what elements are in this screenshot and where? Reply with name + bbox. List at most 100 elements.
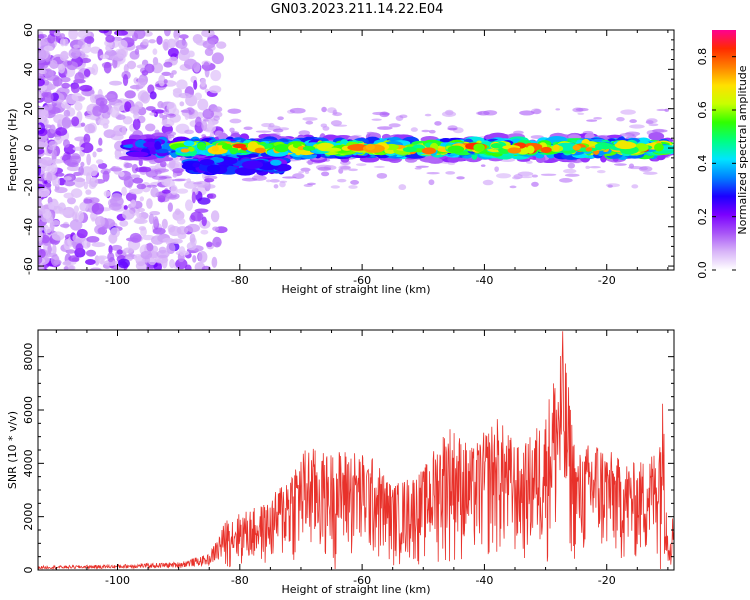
- band-blob: [183, 140, 195, 147]
- noise-blob: [72, 211, 78, 221]
- noise-blob: [115, 114, 126, 120]
- band-blob: [614, 141, 637, 150]
- noise-blob: [172, 88, 182, 94]
- noise-blob: [40, 156, 53, 165]
- snr-xlabel: Height of straight line (km): [281, 583, 430, 596]
- noise-blob: [140, 250, 153, 260]
- noise-blob: [68, 30, 79, 40]
- spectrogram-xtick-label: -80: [231, 274, 249, 287]
- noise-blob: [447, 127, 458, 131]
- noise-blob: [277, 116, 284, 121]
- noise-blob: [123, 175, 134, 188]
- noise-blob: [146, 242, 154, 252]
- noise-blob: [201, 216, 207, 227]
- noise-blob: [51, 231, 65, 241]
- noise-blob: [42, 92, 54, 104]
- noise-blob: [179, 101, 185, 107]
- noise-blob: [161, 256, 168, 269]
- noise-blob: [38, 48, 47, 61]
- noise-blob: [61, 82, 71, 89]
- noise-blob: [103, 129, 116, 139]
- noise-blob: [355, 163, 367, 167]
- noise-blob: [305, 120, 314, 125]
- snr-plot: -100 -80 -60 -40 -20 0 2000 4000 6000 8000 Heigh…: [6, 329, 675, 596]
- noise-blob: [179, 47, 189, 56]
- band-blob: [192, 162, 201, 168]
- noise-blob: [59, 38, 66, 47]
- noise-blob: [333, 124, 348, 127]
- noise-blob: [38, 124, 42, 131]
- colorbar: 0.0 0.2 0.4 0.6 0.8 Normalized spectral ampl…: [696, 30, 749, 279]
- band-blob: [155, 148, 169, 154]
- noise-blob: [47, 243, 52, 255]
- noise-blob: [80, 142, 94, 154]
- snr-y-axis: 0 2000 4000 6000 8000: [22, 343, 674, 574]
- noise-blob: [52, 149, 57, 159]
- noise-blob: [207, 119, 213, 132]
- noise-blob: [47, 145, 56, 150]
- noise-blob: [139, 196, 145, 202]
- noise-blob: [38, 202, 43, 208]
- spectrogram-xlabel: Height of straight line (km): [281, 283, 430, 296]
- spectrogram-ytick-label: -20: [22, 178, 35, 196]
- noise-blob: [317, 166, 332, 171]
- noise-blob: [174, 208, 181, 216]
- noise-blob: [104, 93, 116, 99]
- noise-blob: [134, 48, 140, 55]
- noise-blob: [559, 178, 573, 183]
- noise-blob: [38, 141, 45, 150]
- noise-blob: [45, 183, 52, 188]
- snr-xtick-label: -20: [598, 574, 616, 587]
- noise-blob: [265, 179, 272, 183]
- noise-blob: [116, 49, 127, 59]
- noise-blob: [376, 126, 393, 130]
- noise-blob: [163, 79, 168, 84]
- snr-ytick-label: 4000: [22, 449, 35, 477]
- noise-blob: [179, 34, 189, 39]
- noise-blob: [70, 83, 80, 94]
- band-blob: [572, 144, 582, 151]
- noise-blob: [125, 237, 139, 242]
- noise-blob: [69, 219, 83, 231]
- noise-blob: [421, 129, 431, 133]
- noise-blob: [97, 162, 108, 170]
- noise-blob: [94, 215, 106, 227]
- noise-blob: [631, 184, 639, 189]
- noise-blob: [135, 216, 146, 224]
- noise-blob: [307, 182, 316, 186]
- noise-blob: [43, 45, 54, 52]
- spectrogram-ytick-label: -40: [22, 218, 35, 236]
- noise-blob: [121, 186, 127, 197]
- noise-blob: [54, 186, 68, 194]
- snr-xtick-label: -100: [105, 574, 130, 587]
- noise-blob: [175, 258, 188, 270]
- band-blob: [143, 141, 158, 148]
- noise-blob: [70, 153, 82, 165]
- noise-blob: [84, 36, 95, 44]
- noise-blob: [415, 165, 429, 168]
- noise-blob: [651, 129, 668, 133]
- noise-blob: [117, 258, 130, 269]
- band-blob: [241, 160, 264, 170]
- noise-blob: [156, 250, 170, 259]
- noise-blob: [178, 246, 186, 257]
- noise-blob: [322, 126, 330, 131]
- noise-blob: [145, 123, 156, 132]
- noise-blob: [38, 165, 42, 176]
- noise-blob: [95, 97, 108, 107]
- noise-blob: [158, 74, 166, 87]
- noise-blob: [67, 60, 72, 66]
- noise-blob: [555, 108, 561, 111]
- noise-blob: [51, 244, 57, 255]
- noise-blob: [151, 62, 164, 74]
- noise-blob: [103, 259, 118, 267]
- noise-blob: [229, 127, 235, 133]
- noise-blob: [614, 163, 627, 166]
- noise-blob: [55, 177, 60, 188]
- noise-blob: [197, 98, 209, 111]
- band-blob: [196, 141, 207, 150]
- noise-blob: [102, 170, 110, 182]
- noise-blob: [123, 247, 134, 254]
- noise-blob: [208, 38, 219, 44]
- colorbar-tick-label: 0.4: [696, 155, 709, 173]
